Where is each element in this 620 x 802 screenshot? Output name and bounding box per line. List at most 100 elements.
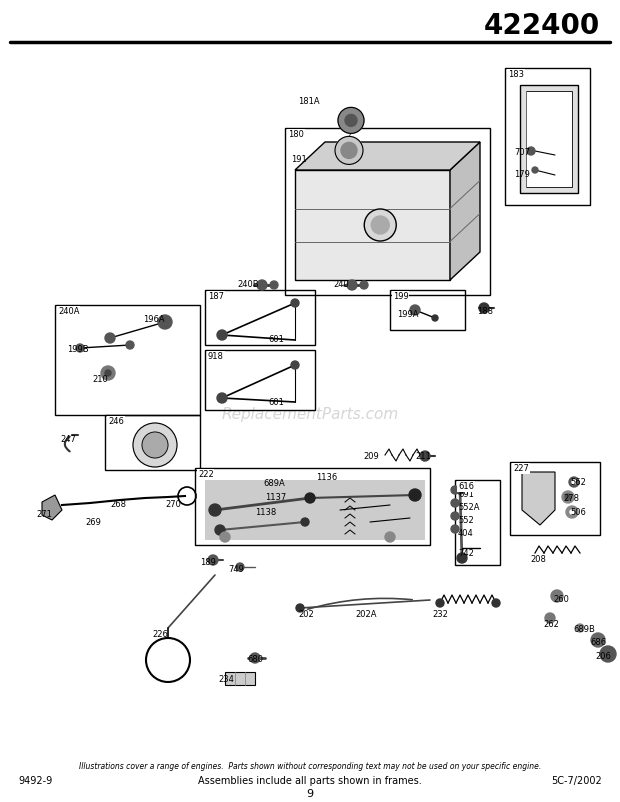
Text: 191: 191 — [291, 155, 307, 164]
Bar — [505, 68, 590, 205]
Circle shape — [126, 341, 134, 349]
Polygon shape — [450, 142, 480, 280]
Circle shape — [451, 525, 459, 533]
Circle shape — [456, 486, 464, 494]
Text: 270: 270 — [165, 500, 181, 509]
Bar — [195, 468, 430, 545]
Polygon shape — [295, 170, 450, 280]
Text: 189: 189 — [200, 558, 216, 567]
Circle shape — [365, 209, 396, 241]
Text: 269: 269 — [85, 518, 101, 527]
Text: 209: 209 — [363, 452, 379, 461]
Circle shape — [301, 518, 309, 526]
Text: 506: 506 — [570, 508, 586, 517]
Circle shape — [133, 423, 177, 467]
Circle shape — [532, 167, 538, 173]
Circle shape — [479, 303, 489, 313]
Text: 232: 232 — [432, 610, 448, 619]
Text: 749: 749 — [228, 565, 244, 574]
Text: 278: 278 — [563, 494, 579, 503]
Circle shape — [410, 305, 420, 315]
Polygon shape — [225, 672, 255, 685]
Text: 9492-9: 9492-9 — [18, 776, 52, 786]
Text: 404: 404 — [458, 529, 474, 538]
Circle shape — [335, 136, 363, 164]
Text: 271: 271 — [36, 510, 52, 519]
Circle shape — [209, 504, 221, 516]
Circle shape — [220, 532, 230, 542]
Text: Illustrations cover a range of engines.  Parts shown without corresponding text : Illustrations cover a range of engines. … — [79, 762, 541, 771]
Text: 208: 208 — [530, 555, 546, 564]
Circle shape — [562, 491, 574, 503]
Text: 240: 240 — [333, 280, 348, 289]
Bar — [520, 85, 578, 193]
Text: 240A: 240A — [58, 307, 79, 316]
Text: 240B: 240B — [237, 280, 259, 289]
Text: 179: 179 — [514, 170, 530, 179]
Text: 689B: 689B — [573, 625, 595, 634]
Text: 188: 188 — [477, 307, 493, 316]
Bar — [55, 305, 200, 415]
Text: 222: 222 — [198, 470, 214, 479]
Circle shape — [217, 393, 227, 403]
Text: 199A: 199A — [397, 310, 419, 319]
Circle shape — [296, 604, 304, 612]
Text: 9: 9 — [306, 789, 314, 799]
Circle shape — [305, 493, 315, 503]
Text: 1137: 1137 — [265, 493, 286, 502]
Text: 187: 187 — [208, 292, 224, 301]
Circle shape — [101, 366, 115, 380]
Text: 199: 199 — [393, 292, 409, 301]
Text: 181A: 181A — [298, 97, 320, 106]
Circle shape — [291, 299, 299, 307]
Text: 226: 226 — [152, 630, 168, 639]
Circle shape — [371, 216, 389, 234]
Circle shape — [576, 624, 584, 632]
Text: 180: 180 — [288, 130, 304, 139]
Text: 552: 552 — [458, 516, 474, 525]
Text: 199B: 199B — [67, 345, 89, 354]
Text: 1138: 1138 — [255, 508, 277, 517]
Text: 247: 247 — [60, 435, 76, 444]
Text: 210: 210 — [92, 375, 108, 384]
Circle shape — [385, 532, 395, 542]
Text: 260: 260 — [553, 595, 569, 604]
Bar — [510, 462, 600, 535]
Circle shape — [551, 590, 563, 602]
Text: 268: 268 — [110, 500, 126, 509]
Circle shape — [432, 315, 438, 321]
Text: 686: 686 — [590, 638, 606, 647]
Circle shape — [569, 477, 579, 487]
Circle shape — [565, 494, 571, 500]
Bar — [285, 128, 490, 295]
Text: 211: 211 — [415, 452, 431, 461]
Circle shape — [217, 330, 227, 340]
Text: 1136: 1136 — [316, 473, 337, 482]
Text: 202: 202 — [298, 610, 314, 619]
Text: 202A: 202A — [355, 610, 376, 619]
Circle shape — [527, 147, 535, 155]
Text: 601: 601 — [268, 335, 284, 344]
Circle shape — [457, 553, 467, 563]
Circle shape — [572, 480, 576, 484]
Bar — [390, 290, 465, 330]
Circle shape — [492, 599, 500, 607]
Circle shape — [600, 646, 616, 662]
Circle shape — [341, 143, 357, 159]
Text: 206: 206 — [595, 652, 611, 661]
Circle shape — [142, 432, 168, 458]
Circle shape — [451, 486, 459, 494]
Bar — [205, 350, 315, 410]
Circle shape — [420, 451, 430, 461]
Circle shape — [545, 613, 555, 623]
Bar — [455, 480, 500, 565]
Circle shape — [451, 499, 459, 507]
Polygon shape — [295, 142, 480, 170]
Circle shape — [208, 555, 218, 565]
Bar — [105, 415, 200, 470]
Text: 227: 227 — [513, 464, 529, 473]
Circle shape — [105, 333, 115, 343]
Text: ReplacementParts.com: ReplacementParts.com — [221, 407, 399, 423]
Circle shape — [105, 370, 111, 376]
Text: 689A: 689A — [263, 479, 285, 488]
